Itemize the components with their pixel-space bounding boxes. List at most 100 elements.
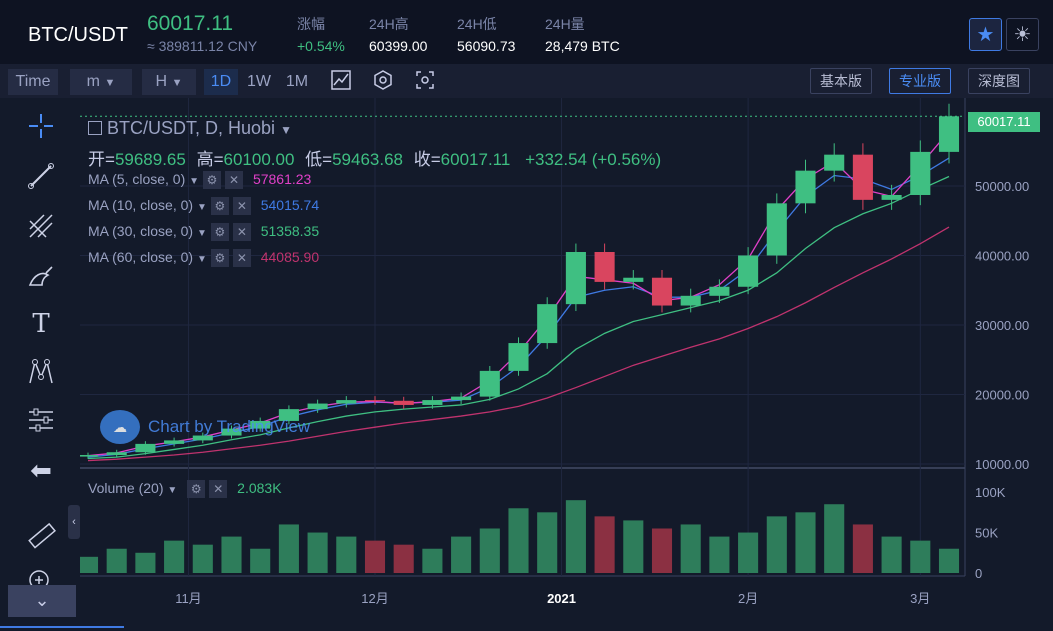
price-axis-label: 30000.00 [975,318,1029,333]
trend-line-tool[interactable] [18,156,64,196]
time-axis-label: 2021 [547,591,576,606]
volume-legend[interactable]: Volume (20) ▼ ⚙ ✕ 2.083K [88,480,282,499]
crosshair-tool[interactable] [18,106,64,146]
symbol-title[interactable]: BTC/USDT [28,24,128,46]
interval-time[interactable]: Time [8,69,58,95]
tradingview-watermark[interactable]: ☁ Chart by TradingView [100,410,310,444]
sun-icon: ☀ [1013,24,1032,46]
view-basic-button[interactable]: 基本版 [810,68,872,94]
volume-bar [164,540,185,573]
high-label: 高= [196,150,224,169]
price-axis-label: 10000.00 [975,457,1029,472]
brush-tool[interactable] [18,256,64,296]
ma30-label: MA (30, close, 0) [88,223,194,239]
ma30-legend[interactable]: MA (30, close, 0) ▼ ⚙ ✕ 51358.35 [88,223,320,242]
chart-toolbar: Time m ▼ H ▼ 1D 1W 1M 基本版 专业版 深度图 [0,64,1053,98]
time-axis-label: 2月 [738,591,758,606]
low-label: 低= [305,150,333,169]
interval-1w[interactable]: 1W [247,73,271,90]
line-icon [28,163,54,189]
volume-bars [80,500,960,573]
ohlc-readout: 开=59689.65 高=60100.00 低=59463.68 收=60017… [88,145,661,170]
volume-bar [881,536,902,573]
close-icon[interactable]: ✕ [232,223,251,242]
stat-value-low: 56090.73 [457,38,516,54]
close-label: 收= [413,150,441,169]
volume-bar [795,512,816,573]
interval-1d[interactable]: 1D [204,69,238,95]
stat-value-volume: 28,479 BTC [545,38,620,54]
gear-icon[interactable]: ⚙ [203,171,222,190]
candle-body [278,409,299,421]
legend-title-text: BTC/USDT, D, Huobi [107,118,276,138]
volume-bar [336,536,357,573]
favorite-button[interactable]: ★ [969,18,1002,51]
pattern-tool[interactable] [18,352,64,392]
view-depth-button[interactable]: 深度图 [968,68,1030,94]
ruler-icon [28,522,56,549]
candle-body [451,396,472,401]
ma5-legend[interactable]: MA (5, close, 0) ▼ ⚙ ✕ 57861.23 [88,171,311,190]
candle-body [594,252,615,282]
text-tool[interactable]: T [18,304,64,344]
time-axis-label: 3月 [910,591,930,606]
close-icon[interactable]: ✕ [209,480,228,499]
candle-body [164,440,185,444]
fib-tool[interactable] [18,206,64,246]
back-button[interactable]: ⬅ [18,450,64,490]
candle-body [824,154,845,171]
gear-icon[interactable]: ⚙ [210,223,229,242]
volume-bar [910,540,931,573]
volume-bar [537,512,558,573]
interval-minutes-label: m [86,73,100,90]
gear-icon[interactable]: ⚙ [210,197,229,216]
ruler-tool[interactable] [18,516,64,556]
measure-tool[interactable] [18,400,64,440]
volume-bar [451,536,472,573]
ma30-value: 51358.35 [260,223,320,239]
candle-body [680,295,701,306]
interval-minutes[interactable]: m ▼ [70,69,132,95]
close-icon[interactable]: ✕ [225,171,244,190]
ma60-label: MA (60, close, 0) [88,249,194,265]
gear-icon[interactable]: ⚙ [187,480,206,499]
expand-tools-button[interactable]: ⌄ [8,585,76,617]
price-axis-label: 40000.00 [975,248,1029,263]
candle-body [221,428,242,436]
gear-icon [374,70,392,90]
settings-button[interactable] [368,69,398,95]
view-pro-button[interactable]: 专业版 [889,68,951,94]
ma10-legend[interactable]: MA (10, close, 0) ▼ ⚙ ✕ 54015.74 [88,197,320,216]
interval-hours-label: H [155,73,168,90]
interval-1m[interactable]: 1M [285,73,309,90]
legend-box-icon [88,121,102,135]
candle-body [422,400,443,405]
ma60-legend[interactable]: MA (60, close, 0) ▼ ⚙ ✕ 44085.90 [88,249,319,268]
close-icon[interactable]: ✕ [232,249,251,268]
volume-label: Volume (20) [88,480,164,496]
ma5-label: MA (5, close, 0) [88,171,186,187]
arrow-left-icon: ⬅ [30,454,52,485]
gear-icon[interactable]: ⚙ [210,249,229,268]
close-icon[interactable]: ✕ [232,197,251,216]
collapse-toolbar-button[interactable]: ‹ [68,505,80,539]
chevron-down-icon: ▼ [167,485,178,496]
theme-toggle-button[interactable]: ☀ [1006,18,1039,51]
candle-body [709,286,730,296]
pattern-icon [29,359,53,384]
chevron-down-icon: ▼ [280,123,292,137]
volume-bar [738,532,759,573]
volume-bar [192,544,213,573]
screenshot-button[interactable] [410,69,440,95]
star-icon: ★ [976,24,995,46]
candle-body [80,455,99,457]
chart-type-button[interactable] [326,69,356,95]
volume-bar [422,548,443,573]
interval-hours[interactable]: H ▼ [142,69,196,95]
bottom-indicator [0,626,124,628]
candle-body [106,452,127,456]
candle-body [479,370,500,397]
ma10-value: 54015.74 [260,197,320,213]
stat-value-change: +0.54% [297,38,345,54]
chart-legend-title[interactable]: BTC/USDT, D, Huobi ▼ [88,118,292,139]
